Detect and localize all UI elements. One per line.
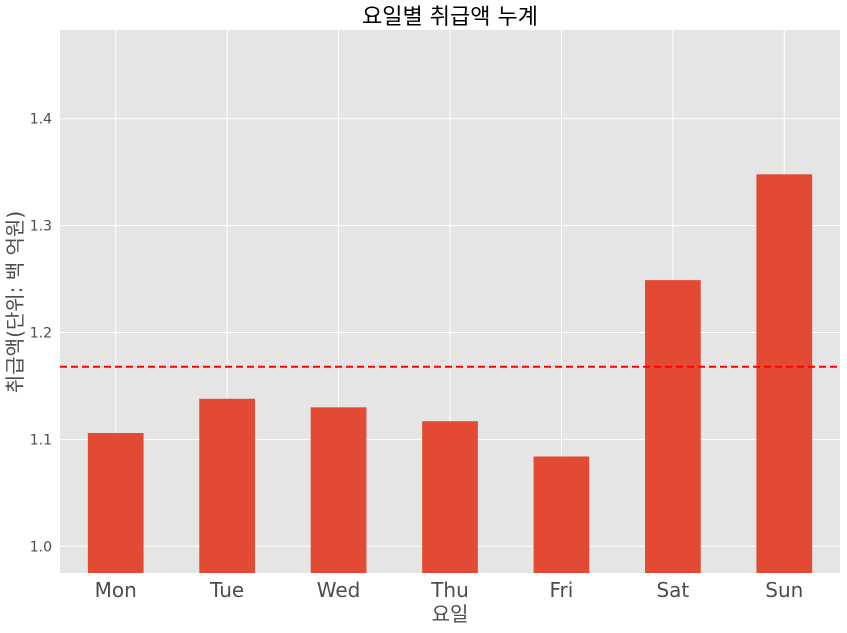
x-tick-label: Tue bbox=[209, 578, 244, 602]
y-tick-label: 1.0 bbox=[30, 539, 52, 555]
y-tick-label: 1.1 bbox=[30, 432, 52, 448]
x-tick-label: Thu bbox=[430, 578, 469, 602]
x-tick-label: Sun bbox=[765, 578, 803, 602]
bar-tue bbox=[199, 398, 255, 573]
x-tick-label: Sat bbox=[656, 578, 689, 602]
x-tick-label: Fri bbox=[550, 578, 574, 602]
chart-title: 요일별 취급액 누계 bbox=[362, 5, 538, 30]
x-tick-label: Wed bbox=[317, 578, 361, 602]
x-tick-label: Mon bbox=[95, 578, 137, 602]
y-axis-label: 취급액(단위: 백 억원) bbox=[3, 211, 27, 393]
bar-thu bbox=[422, 421, 478, 573]
y-gridlines bbox=[60, 118, 840, 547]
bar-fri bbox=[533, 456, 590, 573]
y-tick-labels: 1.0 1.1 1.2 1.3 1.4 bbox=[30, 112, 52, 556]
y-tick-label: 1.2 bbox=[30, 325, 52, 341]
x-tick-labels: Mon Tue Wed Thu Fri Sat Sun bbox=[95, 578, 804, 602]
bars bbox=[87, 174, 813, 573]
bar-wed bbox=[310, 407, 367, 573]
bar-sat bbox=[645, 280, 701, 573]
bar-mon bbox=[87, 432, 144, 573]
y-tick-label: 1.4 bbox=[30, 112, 52, 128]
bar-sun bbox=[756, 174, 813, 573]
y-tick-label: 1.3 bbox=[30, 219, 52, 235]
x-axis-label: 요일 bbox=[432, 602, 469, 626]
